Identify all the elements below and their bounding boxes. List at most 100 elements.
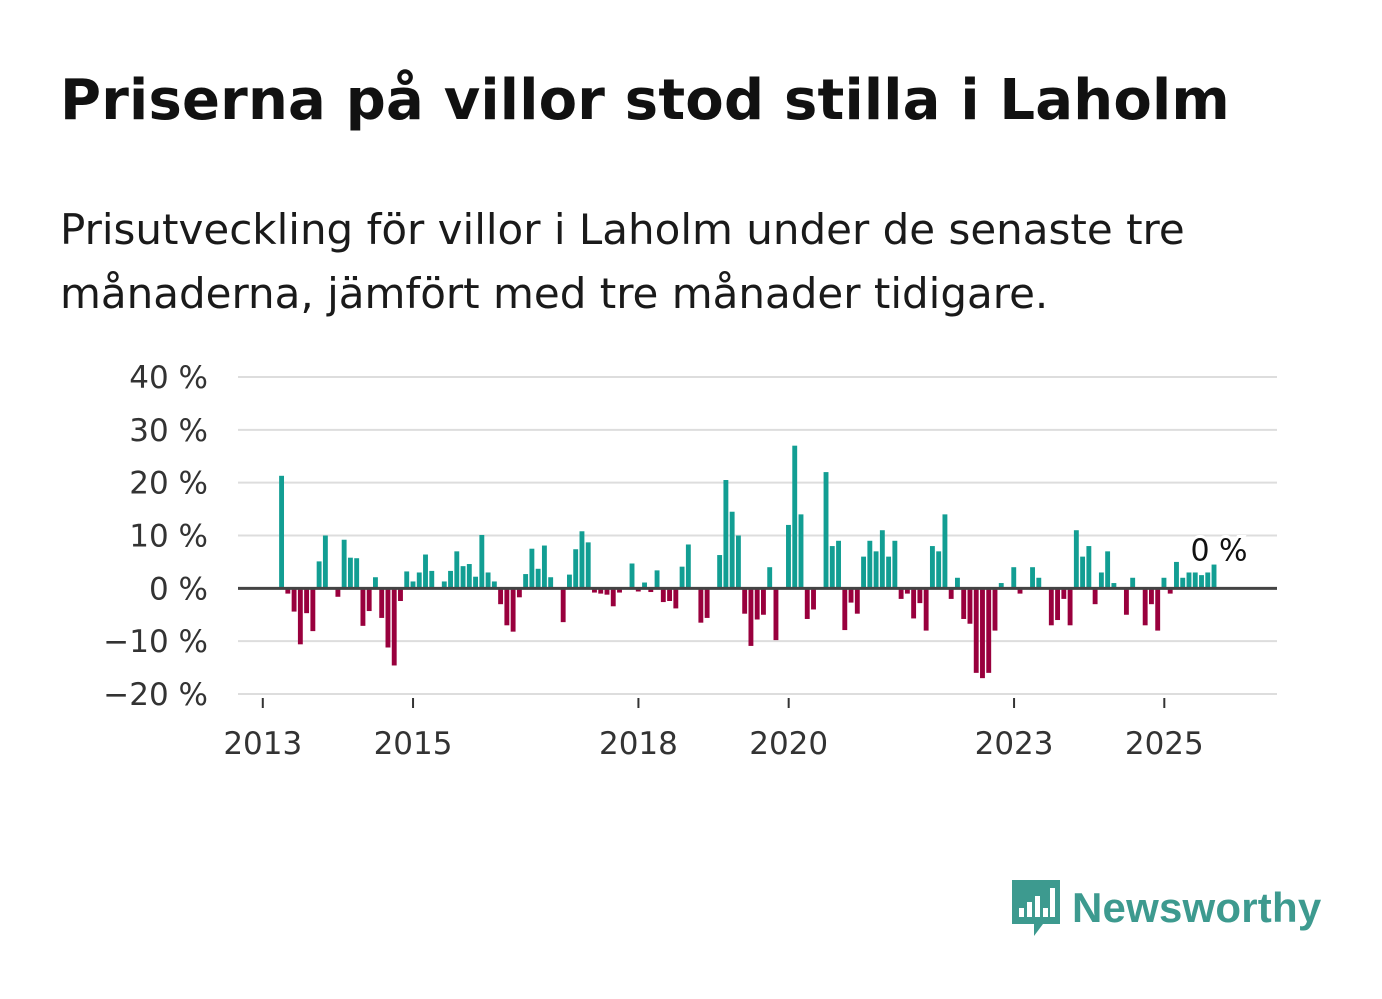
bar — [667, 588, 673, 602]
bar — [823, 472, 829, 589]
bar — [704, 588, 710, 618]
bar — [1142, 588, 1148, 626]
bar — [541, 545, 547, 589]
x-tick-label: 2013 — [223, 726, 302, 762]
bar — [441, 581, 447, 589]
bar — [967, 588, 973, 624]
bar — [460, 566, 466, 589]
chart-title: Priserna på villor stod stilla i Laholm — [60, 68, 1230, 133]
bar — [742, 588, 748, 614]
bar — [466, 564, 472, 589]
gridlines — [238, 376, 1277, 695]
bar — [923, 588, 929, 631]
bar — [1030, 567, 1035, 589]
bar — [454, 551, 460, 589]
bar — [829, 546, 835, 589]
bar — [961, 588, 967, 619]
bar — [1111, 583, 1117, 589]
bar — [341, 539, 347, 589]
bar — [1011, 567, 1017, 589]
bar — [404, 571, 410, 589]
bar — [1192, 572, 1198, 589]
bar — [936, 551, 942, 589]
bar — [761, 588, 766, 615]
bar — [1180, 577, 1186, 589]
bar — [523, 574, 529, 589]
bar — [398, 588, 403, 602]
bar — [898, 588, 904, 599]
bar — [679, 566, 685, 589]
bar — [617, 588, 622, 593]
bar — [1036, 577, 1042, 589]
bar — [448, 570, 453, 589]
bar — [767, 567, 773, 589]
bar — [804, 588, 810, 619]
bar — [410, 581, 416, 589]
x-tick-label: 2015 — [374, 726, 453, 762]
bar — [1211, 564, 1217, 589]
bar — [1086, 546, 1092, 589]
bar — [911, 588, 917, 619]
bar — [836, 540, 841, 589]
bar — [1205, 572, 1211, 589]
bar — [1130, 577, 1136, 589]
bar — [510, 588, 516, 632]
newsworthy-logo: Newsworthy — [1010, 878, 1321, 938]
bar — [585, 542, 591, 589]
bar — [842, 588, 848, 631]
bar — [423, 554, 428, 589]
bar — [811, 588, 816, 610]
bar — [929, 546, 935, 589]
bar — [673, 588, 679, 609]
bar — [354, 558, 360, 589]
bar — [297, 588, 303, 645]
bar — [723, 480, 729, 589]
bar — [285, 588, 291, 594]
bar — [379, 588, 385, 618]
bar — [948, 588, 954, 599]
bar — [973, 588, 979, 673]
bar — [1048, 588, 1054, 626]
bar — [473, 576, 479, 589]
bar — [1186, 572, 1192, 589]
bar — [798, 514, 804, 589]
bar — [792, 445, 798, 589]
x-tick-label: 2023 — [975, 726, 1054, 762]
bar — [535, 568, 541, 589]
bar — [279, 475, 285, 589]
y-tick-label: 40 % — [129, 360, 208, 396]
bar — [854, 588, 860, 614]
bar — [1061, 588, 1067, 599]
newsworthy-logo-icon — [1012, 880, 1060, 936]
axes: −20 % −10 % 0 % 10 % 20 % 30 % 40 % 2013 2015 201… — [103, 360, 1277, 762]
bar — [1017, 588, 1023, 594]
bar — [1174, 561, 1179, 589]
bar — [1161, 577, 1167, 589]
bar — [1067, 588, 1073, 626]
bars — [279, 445, 1217, 679]
bar — [373, 577, 378, 589]
bar — [573, 549, 579, 589]
bar — [1080, 556, 1086, 589]
bar — [385, 588, 391, 648]
bar — [773, 588, 779, 641]
bar — [1055, 588, 1061, 621]
chart-subtitle: Prisutveckling för villor i Laholm under… — [60, 205, 1185, 318]
bar — [648, 588, 654, 593]
bar — [579, 531, 585, 589]
bar — [560, 588, 566, 623]
bar — [429, 570, 435, 589]
bar-chart: −20 % −10 % 0 % 10 % 20 % 30 % 40 % 2013 2015 201… — [103, 360, 1277, 762]
bar — [735, 535, 741, 589]
bar — [873, 551, 879, 589]
bar — [1098, 572, 1104, 589]
bar — [992, 588, 998, 631]
bar — [391, 588, 397, 666]
bar — [685, 544, 691, 589]
bar — [592, 588, 597, 593]
bar — [604, 588, 610, 595]
bar — [322, 535, 328, 589]
bar — [904, 588, 910, 594]
bar — [867, 540, 873, 589]
bar — [529, 548, 535, 589]
